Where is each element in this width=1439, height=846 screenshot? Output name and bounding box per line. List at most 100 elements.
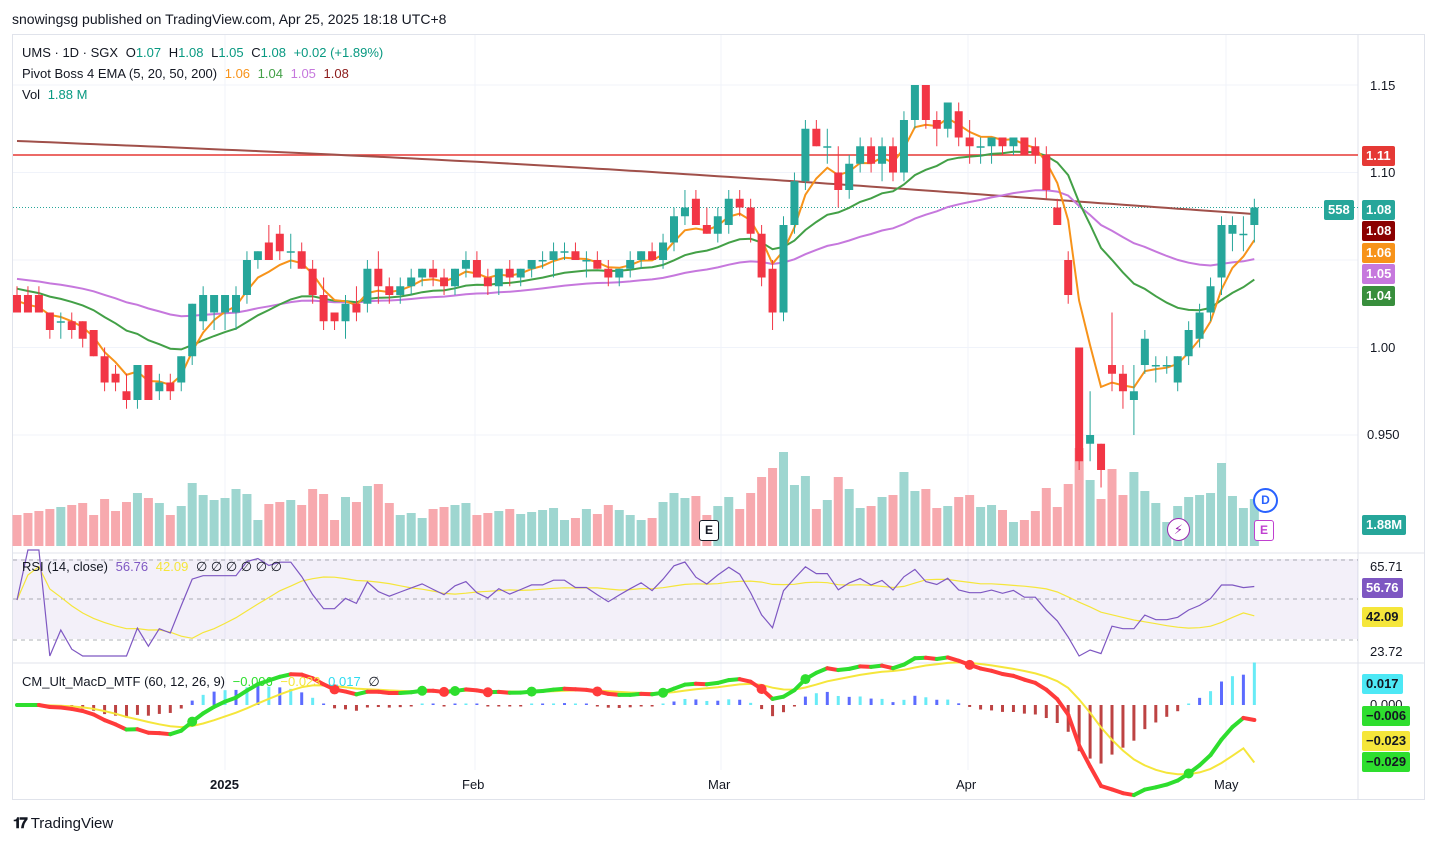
tradingview-footer[interactable]: 𝟏𝟕 TradingView [13, 815, 113, 832]
candle-body [1206, 286, 1215, 313]
macd-histogram-bar [869, 698, 873, 705]
candle-body [34, 295, 43, 313]
macd-histogram-bar [573, 703, 577, 705]
macd-histogram-bar [1044, 705, 1048, 719]
ema200-value: 1.08 [323, 66, 349, 81]
open-label: O [125, 45, 136, 60]
candle-body [286, 251, 295, 253]
macd-histogram-bar [979, 705, 983, 710]
volume-bar [965, 495, 975, 546]
macd-histogram-bar [858, 696, 862, 705]
macd-line-segment [201, 704, 217, 716]
earnings-upcoming-marker[interactable]: E [1254, 520, 1274, 541]
macd-histogram-bar [1110, 705, 1114, 755]
volume-bar [1217, 463, 1226, 546]
macd-histogram-bar [190, 700, 194, 705]
volume-bar [483, 513, 493, 546]
volume-bar [12, 515, 22, 546]
candle-body [122, 391, 131, 400]
volume-bar [921, 489, 931, 546]
volume-bar [1238, 508, 1248, 546]
macd-line-segment [113, 722, 129, 732]
macd-histogram-bar [749, 702, 753, 705]
candle-body [1195, 312, 1204, 339]
volume-bar [450, 505, 460, 546]
volume-bar [680, 498, 690, 546]
candle-body [527, 260, 536, 269]
macd-legend[interactable]: CM_Ult_MacD_MTF (60, 12, 26, 9) −0.006 −… [22, 674, 384, 690]
volume-legend[interactable]: Vol 1.88 M [22, 87, 91, 102]
candle-body [374, 268, 383, 287]
macd-value: −0.006 [232, 674, 273, 689]
candle-body [100, 356, 109, 383]
volume-bar [220, 498, 230, 546]
candle-body [472, 260, 481, 278]
volume-bar [746, 493, 756, 546]
symbol-name[interactable]: UMS · 1D · SGX [22, 45, 119, 60]
candle-body [1075, 347, 1084, 462]
rsi-ma-price-label: 42.09 [1362, 607, 1403, 627]
macd-histogram-bar [782, 705, 785, 713]
volume-bar [724, 497, 734, 546]
earnings-marker[interactable]: E [699, 520, 719, 541]
candle-body [801, 128, 810, 182]
macd-histogram-bar [442, 705, 446, 707]
macd-histogram-bar [431, 703, 435, 705]
macd-histogram-bar [453, 703, 457, 705]
macd-histogram-bar [125, 705, 128, 718]
volume-bar [1184, 497, 1194, 546]
macd-histogram-bar [256, 685, 260, 705]
macd-histogram-bar [1022, 705, 1026, 714]
lightning-icon[interactable]: ⚡ [1167, 518, 1190, 541]
candle-body [790, 181, 799, 225]
candle-body [571, 251, 580, 260]
macd-histogram-bar [541, 703, 545, 705]
volume-bar [1195, 495, 1205, 546]
macd-histogram-bar [814, 693, 818, 705]
volume-bar [538, 510, 548, 546]
macd-cross-dot [439, 686, 450, 697]
dividend-marker[interactable]: D [1253, 488, 1278, 513]
candle-body [757, 233, 766, 278]
macd-histogram-bar [584, 703, 588, 705]
candle-body [976, 146, 985, 148]
macd-histogram-bar [891, 702, 895, 705]
candle-body [867, 146, 876, 164]
macd-histogram-bar [135, 705, 139, 715]
candle-body [943, 102, 952, 129]
volume-bar [319, 494, 329, 546]
macd-line-segment [310, 676, 326, 687]
ema-name: Pivot Boss 4 EMA (5, 20, 50, 200) [22, 66, 218, 81]
rsi-legend[interactable]: RSI (14, close) 56.76 42.09 ∅ ∅ ∅ ∅ ∅ ∅ [22, 559, 286, 575]
macd-histogram-bar [1099, 705, 1103, 764]
candle-body [494, 268, 503, 287]
volume-bar [165, 515, 175, 546]
macd-histogram-bar [935, 699, 939, 705]
candle-body [1228, 225, 1237, 234]
candle-body [199, 295, 208, 322]
macd-histogram-bar [201, 694, 205, 705]
macd-histogram-bar [672, 701, 676, 705]
macd-histogram-bar [1230, 676, 1234, 705]
ema20-value: 1.04 [257, 66, 283, 81]
candle-body [889, 146, 897, 173]
close-label: C [251, 45, 261, 60]
chart-frame [12, 34, 1425, 800]
volume-bar [428, 509, 438, 546]
macd-histogram-bar [179, 705, 183, 709]
volume-bar [1052, 507, 1062, 546]
volume-bar [23, 513, 33, 546]
ema-legend[interactable]: Pivot Boss 4 EMA (5, 20, 50, 200) 1.06 1… [22, 66, 353, 81]
volume-bar [800, 476, 810, 546]
candle-body [593, 260, 602, 269]
macd-histogram-bar [880, 698, 884, 705]
macd-histogram-bar [497, 705, 501, 707]
ema200-line [16, 140, 1255, 216]
macd-cross-dot [1183, 768, 1194, 779]
volume-bar [636, 520, 646, 546]
macd-histogram-bar [103, 705, 107, 715]
macd-histogram-bar [1187, 703, 1191, 705]
macd-histogram-bar [212, 691, 216, 705]
macd-histogram-bar [398, 705, 402, 708]
